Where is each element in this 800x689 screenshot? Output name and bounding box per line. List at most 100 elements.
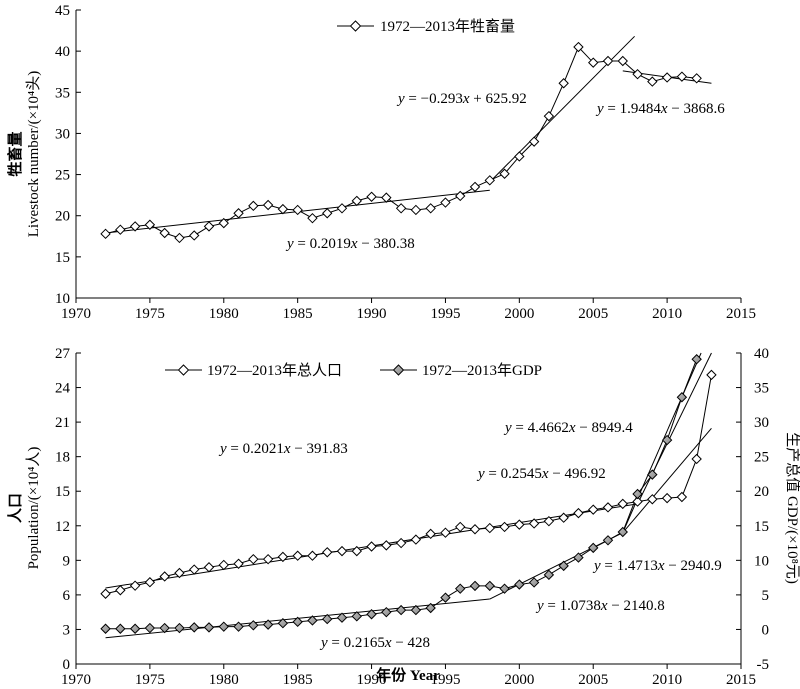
- data-point-livestock: [543, 110, 555, 122]
- bottom-y2-axis-title: 生产总值 GDP/(×10⁸元): [784, 432, 800, 584]
- data-point-population: [366, 541, 377, 552]
- top-y-ticks: 10 15 20 25 30 35 40 45: [55, 3, 81, 307]
- data-point-livestock: [248, 200, 259, 212]
- bottom-y-axis-title-en: Population/(×10⁴人): [25, 447, 42, 570]
- data-point-population: [292, 550, 303, 561]
- data-point-livestock: [129, 221, 141, 232]
- data-point-livestock: [189, 230, 200, 241]
- bottom-ytick-label: 12: [55, 519, 70, 535]
- eq-top-1: y = 0.2019x − 380.38: [285, 236, 415, 252]
- bottom-legend: 1972—2013年总人口 1972—2013年GDP: [165, 362, 542, 379]
- data-point-livestock: [307, 212, 318, 224]
- data-point-livestock: [292, 204, 303, 216]
- bottom-ytick-label: 15: [55, 484, 70, 500]
- eq-pop-1: y = 0.2021x − 391.83: [218, 441, 348, 457]
- data-point-population: [159, 571, 170, 582]
- data-point-gdp: [322, 613, 333, 625]
- data-point-livestock: [455, 190, 466, 202]
- bottom-xtick-label: 1970: [61, 672, 91, 684]
- bottom-xtick-label: 2010: [652, 672, 682, 684]
- top-xtick-label: 2010: [652, 306, 682, 322]
- data-point-gdp: [558, 560, 569, 572]
- data-point-population: [706, 369, 717, 381]
- data-point-population: [632, 496, 643, 507]
- data-point-livestock: [410, 204, 422, 216]
- data-point-livestock: [469, 181, 481, 193]
- data-point-livestock: [691, 73, 702, 84]
- data-point-livestock: [262, 199, 274, 211]
- data-point-gdp: [262, 619, 274, 630]
- eq-gdp-2: y = 1.0738x − 2140.8: [535, 598, 665, 614]
- data-point-gdp: [410, 604, 422, 616]
- data-point-gdp: [174, 622, 185, 634]
- data-point-population: [469, 524, 481, 535]
- data-point-population: [351, 545, 362, 557]
- data-point-population: [262, 553, 274, 565]
- data-point-livestock: [115, 224, 126, 235]
- data-point-gdp: [277, 618, 289, 629]
- bottom-ytick-label: 3: [63, 622, 71, 638]
- livestock-chart: 10 15 20 25 30 35 40 45 1970 1975 1980 1985 1990 199…: [6, 3, 756, 322]
- legend-label-livestock: 1972—2013年牲畜量: [380, 18, 515, 35]
- eq-gdp-1: y = 0.2165x − 428: [319, 635, 430, 651]
- data-point-gdp: [395, 604, 407, 616]
- data-point-population: [514, 519, 525, 530]
- data-point-population: [440, 527, 451, 538]
- top-xtick-label: 1975: [135, 306, 165, 322]
- bottom-xtick-label: 1980: [209, 672, 239, 684]
- data-point-gdp: [632, 488, 643, 500]
- bottom-y2tick-label: 0: [762, 622, 770, 638]
- data-point-livestock: [100, 228, 111, 240]
- data-point-livestock: [203, 221, 215, 232]
- bottom-y2tick-label: 35: [754, 381, 769, 397]
- trendline: [622, 428, 712, 534]
- data-point-population: [189, 564, 200, 575]
- data-point-gdp: [514, 579, 525, 590]
- data-point-gdp: [292, 616, 303, 628]
- x-axis-title: 年份 Year: [376, 666, 440, 684]
- data-point-livestock: [528, 136, 540, 147]
- data-point-livestock: [277, 203, 289, 215]
- bottom-y2tick-label: 30: [754, 415, 769, 431]
- top-y-axis-title-cn: 牲畜量: [6, 131, 24, 176]
- data-point-gdp: [233, 621, 244, 632]
- data-point-gdp: [469, 580, 481, 592]
- data-point-livestock: [366, 191, 377, 202]
- bottom-y2tick-label: 20: [754, 484, 769, 500]
- data-point-livestock: [159, 227, 170, 239]
- data-point-population: [499, 521, 510, 533]
- legend-marker-livestock: [349, 20, 362, 32]
- data-point-population: [528, 518, 540, 529]
- data-point-gdp: [440, 592, 451, 603]
- top-ytick-label: 40: [55, 44, 70, 60]
- bottom-ytick-label: 27: [55, 346, 71, 362]
- data-point-livestock: [647, 76, 658, 87]
- data-point-gdp: [647, 469, 658, 480]
- data-point-gdp: [381, 606, 392, 618]
- bottom-y2tick-label: 25: [754, 450, 769, 466]
- data-point-gdp: [528, 577, 540, 588]
- data-point-livestock: [632, 68, 643, 80]
- data-point-livestock: [395, 203, 407, 214]
- data-point-population: [691, 453, 702, 465]
- bottom-y2tick-label: -5: [757, 657, 770, 673]
- top-ytick-label: 30: [55, 126, 70, 142]
- bottom-y-axis-title-cn: 人口: [7, 493, 24, 523]
- bottom-ytick-label: 6: [63, 588, 71, 604]
- top-series: [100, 41, 702, 244]
- top-ytick-label: 35: [55, 85, 70, 101]
- data-point-gdp: [100, 623, 111, 634]
- bottom-ytick-label: 0: [63, 657, 71, 673]
- eq-top-2: y = −0.293x + 625.92: [396, 91, 527, 107]
- data-point-population: [425, 528, 436, 540]
- top-legend: 1972—2013年牲畜量: [337, 18, 515, 35]
- bottom-xtick-label: 2005: [578, 672, 608, 684]
- eq-gdp-4: y = 4.4662x − 8949.4: [503, 420, 633, 436]
- bottom-ytick-label: 24: [55, 381, 71, 397]
- data-point-livestock: [499, 168, 510, 179]
- bottom-ytick-label: 21: [55, 415, 70, 431]
- top-trendlines: [105, 35, 712, 234]
- bottom-series: [100, 354, 717, 634]
